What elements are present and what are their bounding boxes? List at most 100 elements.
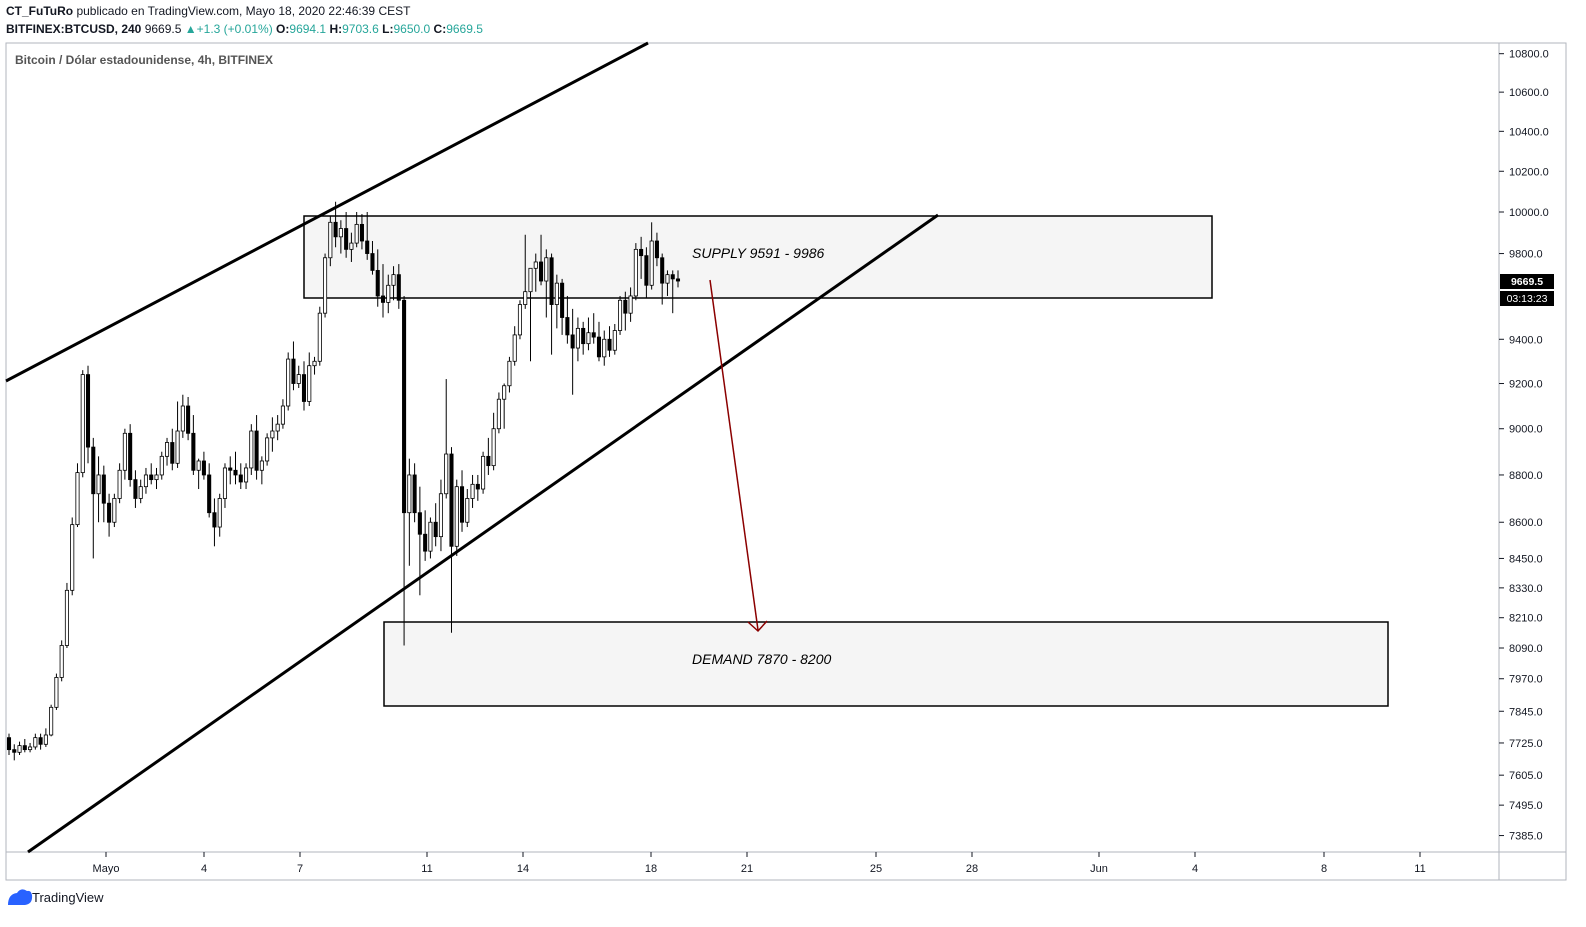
candle-body (117, 469, 122, 499)
candle-body (491, 428, 496, 467)
time-tick-label: 4 (201, 863, 207, 875)
candle-body (38, 737, 43, 745)
candle-body (654, 240, 659, 259)
candle-body (407, 474, 412, 514)
price-tick-label: 7845.0 (1509, 706, 1543, 718)
publication-line: CT_FuTuRo publicado en TradingView.com, … (6, 4, 410, 18)
time-tick-label: 14 (517, 863, 529, 875)
countdown-tag-bg (1500, 291, 1554, 306)
candle-body (107, 502, 112, 523)
price-tick-label: 7385.0 (1509, 831, 1543, 843)
demand-zone[interactable] (383, 621, 1389, 707)
candle-body (112, 498, 117, 523)
price-tick-label: 8090.0 (1509, 643, 1543, 655)
price-tick-label: 9400.0 (1509, 334, 1543, 346)
upper-channel-line[interactable] (5, 41, 649, 383)
candle-body (475, 483, 480, 490)
time-axis[interactable]: Mayo 4 7 11 14 18 21 25 28 Jun 4 8 11 (93, 852, 1426, 875)
candle-body (54, 677, 59, 708)
candle-body (560, 282, 565, 318)
chart-title: Bitcoin / Dólar estadounidense, 4h, BITF… (15, 53, 273, 67)
candle-body (228, 467, 233, 471)
symbol-line: BITFINEX:BTCUSD, 240 9669.5 ▲+1.3 (+0.01… (6, 22, 483, 36)
time-tick-label: 28 (966, 863, 978, 875)
candle-body (128, 432, 133, 481)
trendlines-layer (5, 41, 939, 854)
candle-body (64, 589, 69, 646)
close-value: 9669.5 (446, 22, 483, 36)
candle-body (438, 493, 443, 538)
candle-body (391, 274, 396, 286)
candle-body (170, 442, 175, 464)
candle-body (649, 240, 654, 286)
countdown-tag-text: 03:13:23 (1507, 293, 1548, 305)
candle-body (502, 385, 507, 400)
demand-label: DEMAND 7870 - 8200 (692, 651, 832, 667)
time-tick-label: 4 (1192, 863, 1198, 875)
candle-body (423, 533, 428, 552)
candle-body (675, 278, 681, 282)
candle-body (628, 295, 633, 314)
close-label: C: (433, 22, 447, 36)
candle-body (375, 270, 380, 297)
price-tick-label: 7725.0 (1509, 738, 1543, 750)
time-tick-label: 25 (870, 863, 882, 875)
candle-body (607, 338, 612, 351)
candle-body (291, 358, 296, 384)
price-tick-label: 8600.0 (1509, 517, 1543, 529)
candle-body (586, 332, 591, 345)
lower-channel-line[interactable] (27, 213, 939, 854)
candle-body (612, 330, 617, 351)
candle-body (528, 267, 533, 293)
time-tick-label: 8 (1321, 863, 1327, 875)
price-tick-label: 8210.0 (1509, 613, 1543, 625)
candle-body (665, 274, 670, 284)
candle-body (481, 455, 486, 490)
candles-layer (6, 201, 681, 761)
candle-body (465, 498, 470, 523)
price-tick-label: 10600.0 (1509, 87, 1549, 99)
candle-body (85, 374, 91, 448)
candle-body (581, 327, 586, 345)
up-triangle-icon: ▲ (184, 22, 197, 36)
candle-body (575, 327, 580, 349)
candle-body (549, 257, 554, 305)
candle-body (454, 486, 459, 547)
candle-body (149, 474, 154, 481)
candle-body (412, 474, 417, 514)
candle-body (354, 223, 359, 244)
candle-body (59, 645, 64, 678)
candle-body (75, 472, 80, 526)
candle-body (180, 405, 185, 432)
candle-body (428, 521, 433, 552)
candle-body (365, 240, 370, 254)
candle-body (512, 334, 517, 362)
candle-body (402, 299, 407, 514)
candle-body (12, 749, 17, 753)
price-axis[interactable]: 10800.0 10600.0 10400.0 10200.0 10000.0 9800.… (1499, 49, 1549, 843)
open-value: 9694.1 (289, 22, 327, 36)
author-name[interactable]: CT_FuTuRo (6, 4, 74, 18)
supply-zone[interactable] (303, 215, 1213, 299)
price-tick-label: 10400.0 (1509, 126, 1549, 138)
time-tick-label: Jun (1090, 863, 1108, 875)
tradingview-logo-icon[interactable] (8, 889, 33, 905)
time-tick-label: 21 (741, 863, 753, 875)
candle-body (217, 498, 222, 528)
brand-footer[interactable]: TradingView (6, 890, 104, 905)
projection-arrow[interactable] (709, 279, 768, 633)
last-price-tag-bg (1500, 274, 1554, 289)
candle-body (96, 474, 101, 495)
candle-body (175, 430, 180, 464)
candle-body (307, 365, 312, 402)
candle-body (275, 423, 280, 432)
candle-body (80, 374, 85, 474)
candle-body (207, 474, 212, 514)
candle-body (22, 745, 27, 751)
price-tick-label: 8800.0 (1509, 470, 1543, 482)
price-tick-label: 10000.0 (1509, 207, 1549, 219)
candle-body (312, 360, 317, 367)
candle-body (623, 299, 628, 314)
last-price: 9669.5 (144, 22, 182, 36)
